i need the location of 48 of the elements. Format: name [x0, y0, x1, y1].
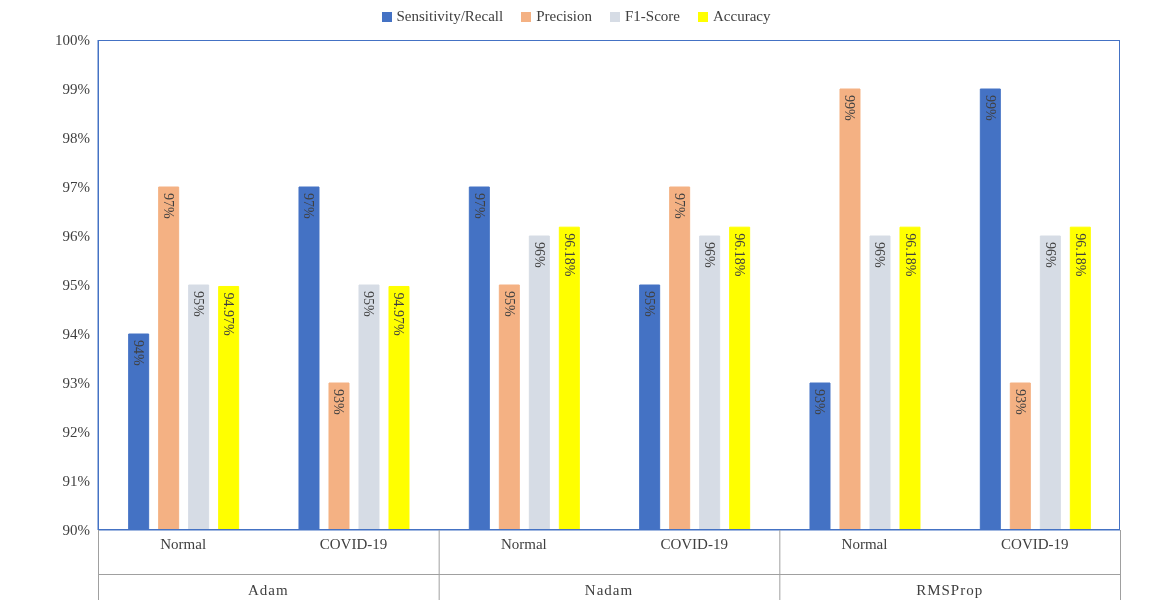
- data-label: 95%: [501, 291, 517, 317]
- text: RMSProp: [915, 582, 985, 599]
- y-tick-label: 90%: [62, 522, 90, 539]
- data-label: 94.97%: [391, 292, 407, 336]
- data-label: 95%: [361, 291, 377, 317]
- legend-label: Accuracy: [712, 8, 771, 25]
- y-tick-label: 94%: [62, 326, 90, 343]
- data-label: 96.18%: [732, 233, 748, 277]
- data-label: 96.18%: [1072, 233, 1088, 277]
- data-label: 96.18%: [902, 233, 918, 277]
- data-label: 96.18%: [561, 233, 577, 277]
- text: Nadam: [583, 582, 635, 599]
- x-tick-label: COVID-19: [319, 535, 388, 552]
- data-label: 97%: [161, 193, 177, 219]
- data-label: 96%: [531, 242, 547, 268]
- y-tick-label: 95%: [62, 277, 90, 294]
- x-tick-label: Normal: [841, 535, 888, 552]
- data-label: 93%: [331, 389, 347, 415]
- data-label: 93%: [1012, 389, 1028, 415]
- y-tick-label: 91%: [62, 473, 90, 490]
- x-tick-label: COVID-19: [1001, 535, 1069, 552]
- legend-label: Precision: [535, 8, 592, 25]
- data-label: 97%: [471, 193, 487, 219]
- data-label: 96%: [702, 242, 718, 268]
- data-label: 96%: [872, 242, 888, 268]
- y-tick-label: 99%: [62, 81, 90, 98]
- data-label: 94.97%: [221, 292, 237, 336]
- data-label: 94%: [131, 340, 147, 366]
- data-label: 93%: [812, 389, 828, 415]
- y-tick-label: 93%: [62, 375, 90, 392]
- y-tick-label: 92%: [62, 424, 90, 441]
- x-tick-label: Normal: [160, 535, 207, 552]
- x-tick-label: COVID-19: [660, 535, 728, 552]
- x-tick-label: Normal: [500, 535, 547, 552]
- data-label: 97%: [301, 193, 317, 219]
- y-tick-label: 96%: [62, 228, 90, 245]
- data-label: 99%: [982, 95, 998, 121]
- data-label: 95%: [191, 291, 207, 317]
- legend-label: F1-Score: [624, 8, 680, 25]
- y-tick-label: 100%: [55, 32, 90, 49]
- data-label: 97%: [672, 193, 688, 219]
- data-label: 99%: [842, 95, 858, 121]
- data-label: 95%: [642, 291, 658, 317]
- data-label: 96%: [1042, 242, 1058, 268]
- y-tick-label: 97%: [62, 179, 90, 196]
- legend-label: Sensitivity/Recall: [395, 8, 504, 25]
- y-tick-label: 98%: [62, 130, 90, 147]
- text: Adam: [247, 582, 290, 599]
